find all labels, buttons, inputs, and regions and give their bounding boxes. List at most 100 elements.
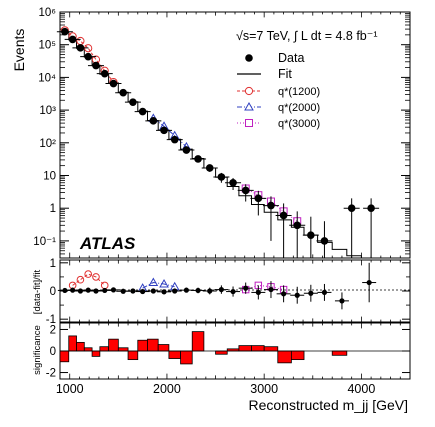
significance-bar — [290, 350, 305, 361]
significance-bar — [127, 350, 139, 361]
ratio-signal-marker — [148, 277, 159, 287]
ratio-point — [366, 279, 372, 286]
ratio-signal-line — [245, 284, 284, 291]
significance-tick-label: 2 — [50, 324, 56, 336]
ratio-point — [281, 291, 287, 297]
ratio-point — [339, 298, 345, 304]
experiment-label: ATLAS — [79, 234, 136, 253]
data-point — [61, 27, 69, 36]
data-point — [267, 201, 275, 210]
ratio-y-axis-title: [data-fit]/fit — [32, 269, 43, 314]
data-point — [149, 117, 158, 125]
significance-bar — [191, 331, 205, 352]
significance-bars — [59, 331, 348, 365]
ratio-point — [102, 287, 108, 294]
ratio-point — [183, 287, 189, 293]
ratio-tick-label: -1 — [46, 314, 56, 326]
y-tick-label: 10⁻¹ — [33, 236, 56, 248]
significance-bar — [68, 335, 77, 352]
ratio-point — [207, 288, 213, 294]
legend-label-fit: Fit — [278, 67, 292, 81]
legend-marker-data — [245, 54, 253, 62]
ratio-point — [70, 287, 76, 293]
ratio-signal-marker — [84, 270, 92, 278]
ratio-point — [161, 289, 167, 295]
significance-bar — [263, 346, 279, 352]
data-point — [129, 98, 137, 106]
significance-bar — [59, 350, 70, 363]
x-axis-title: Reconstructed m_jj [GeV] — [248, 397, 408, 413]
significance-bar — [157, 344, 170, 352]
ratio-point — [130, 288, 136, 294]
significance-bar — [76, 341, 85, 352]
legend-marker-q1200 — [244, 86, 254, 96]
ratio-signal-marker — [76, 275, 85, 284]
main-y-axis-ticks — [60, 11, 410, 259]
legend-label-q1200: q*(1200) — [278, 86, 320, 98]
ratio-point — [120, 288, 126, 294]
data-point — [170, 135, 179, 144]
y-tick-label: 10⁶ — [38, 7, 56, 19]
legend-label-q2000: q*(2000) — [278, 102, 320, 114]
data-point — [194, 155, 202, 163]
legend-label-q3000: q*(3000) — [278, 118, 320, 130]
ratio-point — [110, 287, 117, 293]
ratio-signal-marker — [92, 273, 100, 281]
ratio-point — [93, 288, 99, 294]
x-tick-label: 3000 — [250, 382, 278, 396]
legend: Data Fit q*(1200) q*(2000) q*(3000) — [237, 51, 320, 130]
significance-y-axis-title: significance — [32, 325, 43, 375]
ratio-point — [140, 288, 146, 295]
y-tick-label: 10⁴ — [38, 72, 56, 84]
x-tick-label: 4000 — [347, 382, 375, 396]
data-point — [182, 146, 191, 154]
ratio-point — [172, 288, 178, 294]
data-point — [109, 79, 118, 88]
y-tick-label: 10 — [43, 171, 56, 183]
legend-label-data: Data — [278, 51, 304, 65]
ratio-point — [150, 288, 156, 294]
significance-bar — [91, 350, 101, 357]
significance-bar — [117, 347, 129, 352]
data-point — [205, 164, 214, 172]
ratio-point — [321, 289, 328, 296]
ratio-signal-line — [142, 281, 175, 289]
data-point — [307, 231, 315, 239]
significance-bar — [180, 350, 193, 365]
ratio-y-axis-ticks: -1 0 1 — [46, 258, 410, 326]
ratio-point — [195, 287, 201, 294]
ratio-point — [255, 289, 261, 296]
data-point — [100, 69, 109, 78]
data-point — [217, 173, 226, 181]
data-point — [84, 52, 92, 61]
ratio-point — [230, 288, 236, 295]
data-point — [279, 211, 288, 220]
ratio-point — [77, 288, 84, 294]
significance-bar — [251, 345, 265, 352]
significance-tick-label: -2 — [46, 368, 56, 380]
data-point — [293, 221, 302, 230]
y-tick-label: 10³ — [39, 105, 56, 117]
main-y-axis-title: Events — [11, 29, 27, 72]
data-point — [138, 107, 147, 116]
data-point — [92, 61, 100, 70]
significance-bar — [215, 350, 228, 355]
significance-bar — [147, 338, 159, 352]
energy-lumi-label: √s=7 TeV, ∫ L dt = 4.8 fb⁻¹ — [236, 29, 378, 43]
x-tick-label: 1000 — [56, 382, 84, 396]
data-point — [68, 35, 77, 44]
ratio-point — [218, 286, 224, 293]
data-point — [160, 126, 168, 135]
ratio-point — [294, 292, 300, 298]
y-tick-label: 10⁵ — [38, 40, 56, 52]
signal-line — [153, 117, 187, 148]
ratio-point — [243, 285, 249, 291]
x-tick-labels: 1000 2000 3000 4000 — [56, 382, 376, 396]
main-y-tick-labels: 10⁻¹ 1 10 10² 10³ 10⁴ 10⁵ 10⁶ — [33, 7, 56, 248]
significance-bar — [277, 350, 292, 364]
main-x-axis-ticks — [69, 12, 411, 379]
ratio-point — [62, 287, 68, 294]
data-point — [347, 204, 356, 213]
